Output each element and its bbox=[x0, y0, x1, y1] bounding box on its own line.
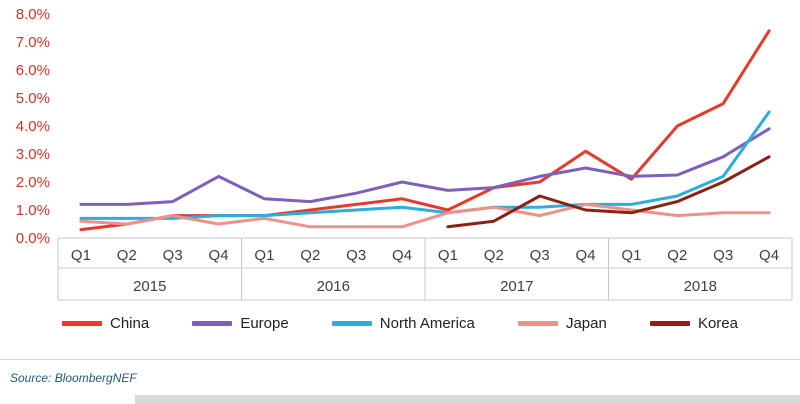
y-tick-label: 8.0% bbox=[16, 6, 50, 23]
x-tick-quarter-label: Q2 bbox=[667, 247, 687, 264]
legend-swatch bbox=[517, 320, 558, 326]
legend-label: China bbox=[110, 314, 150, 332]
x-tick-quarter-label: Q1 bbox=[438, 247, 458, 264]
series-line-japan bbox=[79, 202, 771, 229]
x-tick-quarter-label: Q1 bbox=[621, 247, 641, 264]
footer: Source: BloombergNEF bbox=[0, 359, 800, 387]
y-tick-label: 6.0% bbox=[16, 62, 50, 79]
series-line-north-america bbox=[79, 110, 771, 220]
x-tick-quarter-label: Q1 bbox=[254, 247, 274, 264]
y-tick-label: 5.0% bbox=[16, 90, 50, 107]
x-tick-quarter-label: Q2 bbox=[484, 247, 504, 264]
legend-label: North America bbox=[379, 314, 475, 332]
x-tick-quarter-label: Q4 bbox=[759, 247, 779, 264]
x-tick-quarter-label: Q3 bbox=[530, 247, 550, 264]
legend-item-korea[interactable]: Korea bbox=[649, 314, 738, 332]
legend-swatch bbox=[62, 320, 102, 326]
legend-item-japan[interactable]: Japan bbox=[517, 314, 607, 332]
x-tick-quarter-label: Q1 bbox=[71, 247, 91, 264]
x-tick-year-label: 2015 bbox=[133, 278, 166, 295]
series-line-china bbox=[79, 29, 771, 232]
legend-swatch bbox=[331, 320, 372, 326]
legend-item-north-america[interactable]: North America bbox=[331, 314, 475, 332]
series-line-europe bbox=[79, 127, 771, 206]
y-tick-label: 7.0% bbox=[16, 34, 50, 51]
legend-label: Japan bbox=[565, 314, 607, 332]
x-tick-quarter-label: Q4 bbox=[392, 247, 412, 264]
y-tick-label: 2.0% bbox=[16, 174, 50, 191]
x-tick-quarter-label: Q2 bbox=[300, 247, 320, 264]
legend-label: Korea bbox=[697, 314, 738, 332]
x-tick-year-label: 2018 bbox=[684, 278, 717, 295]
legend-swatch bbox=[649, 320, 690, 326]
y-tick-label: 0.0% bbox=[16, 230, 50, 247]
legend: China Europe North America Japan Korea bbox=[0, 305, 800, 339]
x-tick-quarter-label: Q3 bbox=[346, 247, 366, 264]
chart-canvas: 0.0% 1.0% 2.0% 3.0% 4.0% 5.0% 6.0% 7.0% 8.0% Q1 Q2… bbox=[16, 6, 793, 301]
x-tick-quarter-label: Q4 bbox=[209, 247, 229, 264]
legend-label: Europe bbox=[240, 314, 289, 332]
x-tick-quarter-label: Q2 bbox=[117, 247, 137, 264]
legend-item-china[interactable]: China bbox=[62, 315, 149, 332]
legend-swatch bbox=[192, 320, 233, 326]
source-text: Source: BloombergNEF bbox=[10, 371, 137, 385]
x-tick-quarter-label: Q4 bbox=[576, 247, 596, 264]
legend-item-europe[interactable]: Europe bbox=[192, 314, 289, 332]
y-tick-label: 3.0% bbox=[16, 146, 50, 163]
x-tick-year-label: 2017 bbox=[500, 278, 533, 295]
y-tick-label: 4.0% bbox=[16, 118, 50, 135]
x-tick-year-label: 2016 bbox=[317, 278, 350, 295]
x-tick-quarter-label: Q3 bbox=[163, 247, 183, 264]
series-line-korea bbox=[446, 155, 771, 229]
y-tick-label: 1.0% bbox=[16, 202, 50, 219]
bottom-scrollbar[interactable] bbox=[135, 395, 800, 404]
x-tick-quarter-label: Q3 bbox=[713, 247, 733, 264]
